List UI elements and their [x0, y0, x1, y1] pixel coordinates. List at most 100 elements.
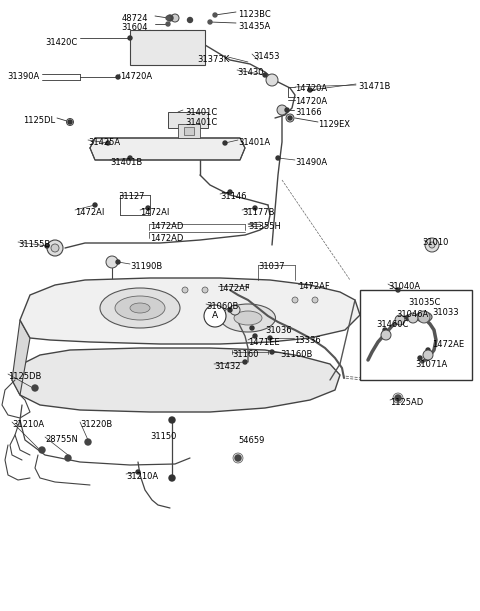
- Bar: [168, 112, 208, 128]
- Bar: [360, 290, 472, 380]
- Text: 31453: 31453: [253, 52, 279, 61]
- Text: 31401C: 31401C: [185, 108, 217, 117]
- Circle shape: [204, 305, 226, 327]
- Circle shape: [167, 15, 173, 21]
- Circle shape: [65, 455, 71, 461]
- Text: 1471EE: 1471EE: [248, 338, 280, 347]
- Circle shape: [426, 316, 430, 320]
- Bar: [178, 124, 200, 138]
- Circle shape: [233, 453, 243, 463]
- Ellipse shape: [130, 303, 150, 313]
- Text: 1125DL: 1125DL: [23, 116, 55, 125]
- Circle shape: [136, 470, 140, 474]
- Text: 31460C: 31460C: [376, 320, 408, 329]
- Text: 31490A: 31490A: [295, 158, 327, 167]
- Ellipse shape: [220, 304, 276, 332]
- Text: 31046A: 31046A: [396, 310, 428, 319]
- Circle shape: [381, 330, 391, 340]
- Circle shape: [171, 14, 179, 22]
- Text: 1472AE: 1472AE: [432, 340, 464, 349]
- Circle shape: [286, 114, 294, 122]
- Circle shape: [253, 334, 257, 338]
- Circle shape: [408, 313, 418, 323]
- Text: 31035C: 31035C: [408, 298, 440, 307]
- Circle shape: [398, 318, 402, 322]
- Polygon shape: [12, 320, 30, 395]
- Circle shape: [243, 360, 247, 364]
- Text: 31037: 31037: [258, 262, 285, 271]
- Circle shape: [312, 297, 318, 303]
- Text: 31071A: 31071A: [415, 360, 447, 369]
- Text: 31166: 31166: [295, 108, 322, 117]
- Circle shape: [182, 287, 188, 293]
- Circle shape: [213, 13, 217, 17]
- Circle shape: [223, 141, 227, 145]
- Text: 31425A: 31425A: [88, 138, 120, 147]
- Circle shape: [423, 350, 433, 360]
- Circle shape: [270, 350, 274, 354]
- Text: 1123BC: 1123BC: [238, 10, 271, 19]
- Text: 54659: 54659: [238, 436, 264, 445]
- Circle shape: [406, 316, 410, 320]
- Circle shape: [228, 190, 232, 194]
- Text: 31432: 31432: [214, 362, 240, 371]
- Text: 31420C: 31420C: [46, 38, 78, 47]
- Circle shape: [146, 206, 150, 210]
- Bar: [130, 30, 205, 65]
- Text: 1125DB: 1125DB: [8, 372, 41, 381]
- Circle shape: [39, 447, 45, 453]
- Text: 31220B: 31220B: [80, 420, 112, 429]
- Circle shape: [426, 348, 430, 352]
- Circle shape: [383, 328, 387, 332]
- Circle shape: [47, 240, 63, 256]
- Circle shape: [169, 417, 175, 423]
- Circle shape: [32, 385, 38, 391]
- Text: 31604: 31604: [121, 23, 148, 32]
- Text: 31390A: 31390A: [8, 72, 40, 81]
- Circle shape: [51, 244, 59, 252]
- Bar: [184, 127, 194, 135]
- Ellipse shape: [234, 311, 262, 325]
- Circle shape: [128, 36, 132, 40]
- Text: 31355H: 31355H: [248, 222, 281, 231]
- Ellipse shape: [115, 296, 165, 320]
- Circle shape: [116, 260, 120, 264]
- Text: 31010: 31010: [422, 238, 448, 247]
- Circle shape: [188, 18, 192, 23]
- Circle shape: [250, 326, 254, 330]
- Text: 13336: 13336: [294, 336, 321, 345]
- Circle shape: [308, 88, 312, 92]
- Text: 31430: 31430: [237, 68, 264, 77]
- Circle shape: [268, 336, 272, 340]
- Polygon shape: [90, 138, 245, 160]
- Text: 31190B: 31190B: [130, 262, 162, 271]
- Text: A: A: [212, 312, 218, 321]
- Circle shape: [106, 141, 110, 145]
- Text: 1472AI: 1472AI: [140, 208, 169, 217]
- Text: 31373K: 31373K: [198, 55, 230, 64]
- Text: 31040A: 31040A: [388, 282, 420, 291]
- Circle shape: [68, 120, 72, 124]
- Text: 31471B: 31471B: [358, 82, 390, 91]
- Text: 1125AD: 1125AD: [390, 398, 423, 407]
- Text: 31060B: 31060B: [206, 302, 239, 311]
- Circle shape: [45, 244, 49, 248]
- Text: 48724: 48724: [121, 14, 148, 23]
- Circle shape: [395, 315, 405, 325]
- Circle shape: [395, 395, 401, 401]
- Circle shape: [166, 22, 170, 26]
- Circle shape: [277, 105, 287, 115]
- Circle shape: [253, 206, 257, 210]
- Text: 1472AD: 1472AD: [150, 234, 183, 243]
- Text: 31160B: 31160B: [280, 350, 312, 359]
- Circle shape: [266, 74, 278, 86]
- Circle shape: [67, 119, 73, 125]
- Text: 31401A: 31401A: [238, 138, 270, 147]
- Circle shape: [393, 393, 403, 403]
- Circle shape: [85, 439, 91, 445]
- Circle shape: [425, 238, 439, 252]
- Circle shape: [418, 356, 422, 360]
- Ellipse shape: [416, 312, 432, 322]
- Circle shape: [276, 156, 280, 160]
- Text: 28755N: 28755N: [45, 435, 78, 444]
